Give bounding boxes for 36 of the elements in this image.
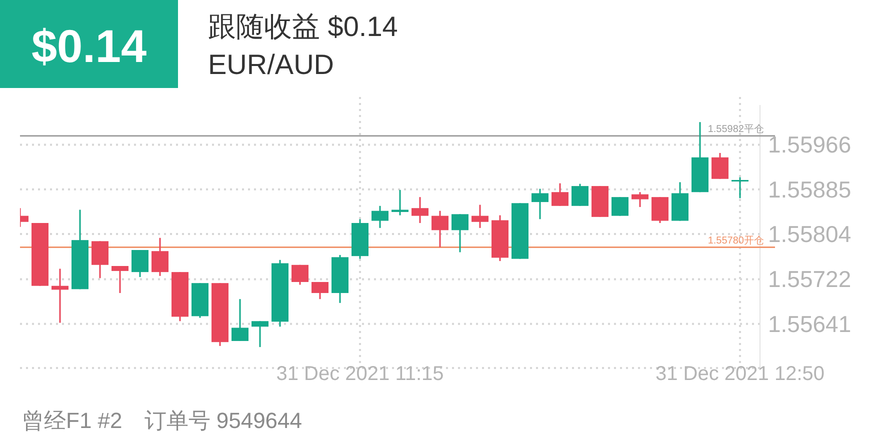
candlestick — [232, 298, 248, 342]
text: 曾经F1 #2 订单号 9549644 — [22, 408, 302, 433]
candlestick — [292, 264, 308, 286]
candlestick — [52, 268, 68, 324]
candlestick — [112, 265, 128, 294]
candlestick — [452, 213, 468, 253]
x-tick-label: 31 Dec 2021 11:15 — [276, 363, 444, 385]
x-tick-label: 31 Dec 2021 12:50 — [655, 363, 825, 385]
candlestick — [432, 210, 448, 248]
chart-title: 跟随收益 $0.14 — [208, 11, 398, 42]
candlestick — [572, 183, 588, 207]
y-tick-label: 1.55722 — [768, 266, 852, 292]
y-tick-label: 1.55885 — [768, 176, 852, 202]
text: $0.14 — [31, 20, 147, 72]
candlestick — [652, 196, 668, 224]
candlestick — [92, 240, 108, 279]
candlestick — [252, 320, 268, 348]
ref-line-label: 1.55982平仓 — [708, 122, 764, 135]
y-tick-label: 1.55966 — [768, 132, 852, 158]
candlestick — [552, 182, 568, 207]
candlestick — [412, 196, 428, 224]
chart-subtitle: EUR/AUD — [208, 49, 334, 80]
y-tick-label: 1.55804 — [768, 221, 852, 248]
ref-line-label: 1.55780开仓 — [708, 234, 764, 246]
candlestick — [312, 281, 328, 300]
candlestick — [472, 204, 488, 229]
candlestick — [372, 205, 388, 229]
candlestick — [712, 152, 728, 180]
candlestick — [632, 191, 648, 208]
candlestick — [132, 249, 148, 278]
y-tick-label: 1.55641 — [768, 310, 852, 337]
candlestick — [152, 237, 168, 277]
candlestick — [392, 189, 408, 216]
candlestick — [612, 196, 628, 217]
candlestick — [532, 188, 548, 220]
candlestick — [732, 176, 748, 199]
